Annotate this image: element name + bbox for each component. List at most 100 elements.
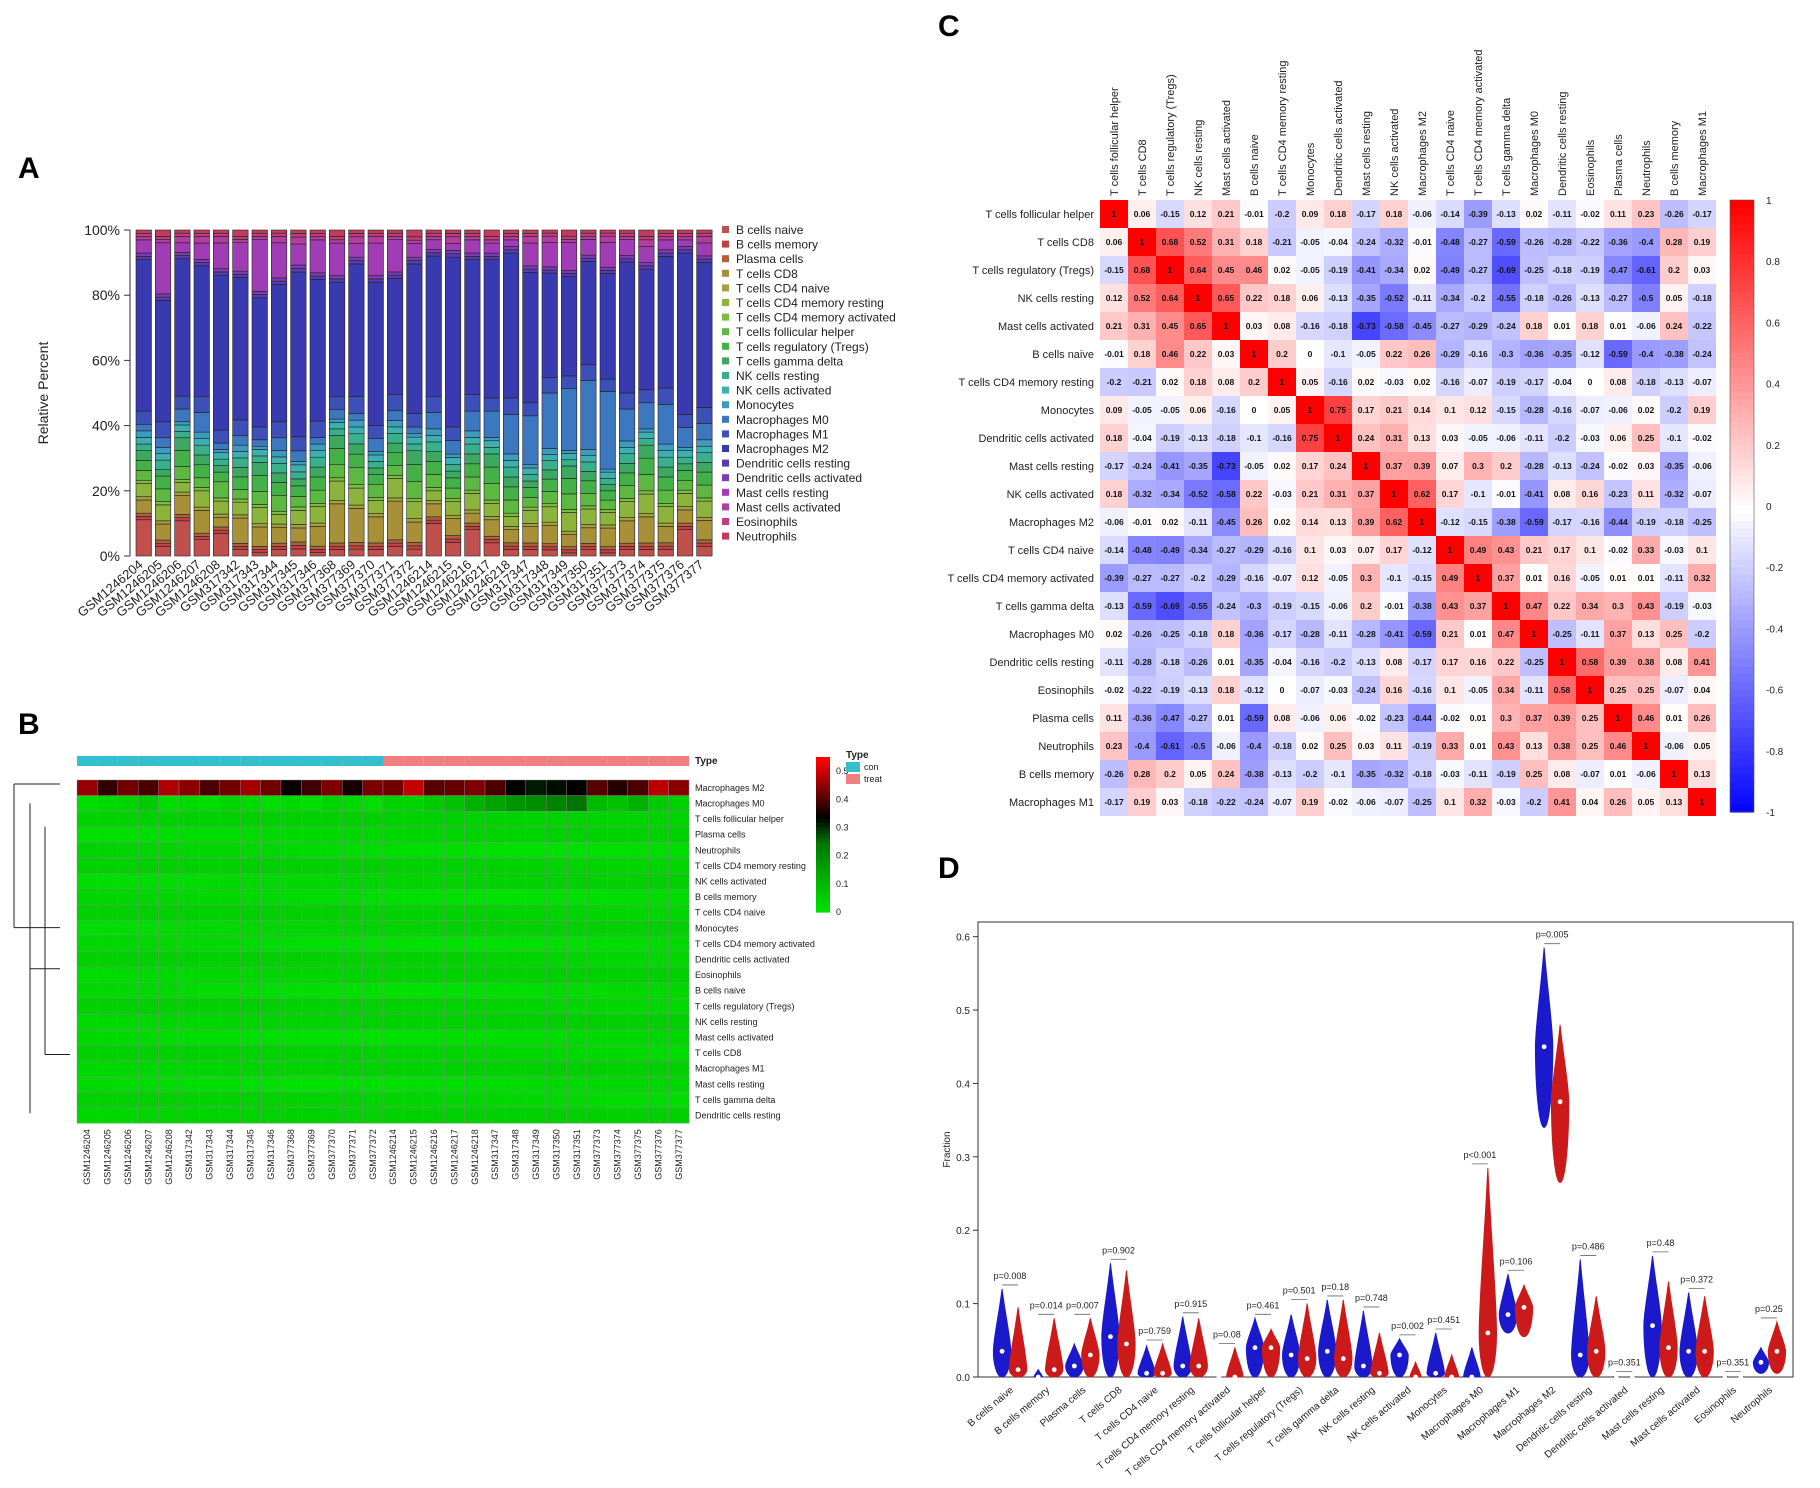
correlation-cell <box>1156 284 1184 312</box>
heatmap-cell <box>342 1076 363 1093</box>
stacked-bar-segment <box>290 545 307 550</box>
stacked-bar-segment <box>135 430 152 438</box>
correlation-value: 0.26 <box>1610 797 1627 807</box>
heatmap-cell <box>199 1091 220 1108</box>
heatmap-cell <box>444 1045 465 1062</box>
colorbar-segment <box>1730 322 1754 331</box>
heatmap-cell <box>158 1013 180 1030</box>
correlation-value: 0.12 <box>1470 405 1487 415</box>
heatmap-cell <box>403 1107 424 1124</box>
heatmap-cell <box>525 1107 547 1124</box>
correlation-cell <box>1436 452 1464 480</box>
correlation-value: 0.06 <box>1302 293 1319 303</box>
heatmap-cell <box>382 904 404 921</box>
correlation-value: 1 <box>1364 461 1369 471</box>
stacked-bar-segment <box>271 482 288 496</box>
stacked-bar-segment <box>193 532 210 537</box>
legend-label: Eosinophils <box>736 515 797 529</box>
correlation-value: -0.14 <box>1104 545 1124 555</box>
correlation-value: 0.34 <box>1498 685 1515 695</box>
violin-con-median <box>1650 1323 1655 1329</box>
correlation-cell <box>1632 760 1660 788</box>
x-tick-label: Mast cells resting <box>1600 1385 1666 1443</box>
heatmap-cell <box>178 1013 200 1030</box>
stacked-bar-segment <box>522 232 539 237</box>
stacked-bar-segment <box>425 441 442 452</box>
correlation-cell <box>1604 200 1632 228</box>
correlation-value: -0.1 <box>1331 349 1346 359</box>
correlation-cell <box>1128 424 1156 452</box>
heatmap-cell <box>342 1091 363 1108</box>
type-annotation-cell <box>648 756 669 766</box>
correlation-cell <box>1296 760 1324 788</box>
annotation-legend-swatch <box>846 762 860 772</box>
correlation-cell <box>1268 536 1296 564</box>
correlation-cell <box>1240 788 1268 816</box>
correlation-value: 0.08 <box>1274 713 1291 723</box>
heatmap-cell <box>199 1060 220 1077</box>
heatmap-cell <box>199 888 220 905</box>
colorbar-segment <box>816 834 830 839</box>
stacked-bar-segment <box>387 274 404 279</box>
heatmap-cell <box>199 873 220 890</box>
p-value-label: p<0.001 <box>1463 1150 1496 1160</box>
heatmap-cell <box>137 888 159 905</box>
correlation-cell <box>1380 592 1408 620</box>
heatmap-cell <box>464 888 486 905</box>
stacked-bar-segment <box>174 421 191 426</box>
legend-swatch <box>722 342 729 350</box>
stacked-bar-segment <box>348 508 365 543</box>
heatmap-cell <box>260 935 282 952</box>
heatmap-cell <box>627 1013 649 1030</box>
correlation-value: 0.2 <box>1360 601 1372 611</box>
correlation-cell <box>1464 732 1492 760</box>
correlation-cell <box>1632 284 1660 312</box>
correlation-value: -0.07 <box>1468 377 1488 387</box>
correlation-cell <box>1520 424 1548 452</box>
stacked-bar-segment <box>271 450 288 458</box>
correlation-value: 0.31 <box>1218 237 1235 247</box>
stacked-bar-segment <box>406 436 423 445</box>
heatmap-cell <box>607 982 629 999</box>
correlation-value: -0.4 <box>1639 237 1654 247</box>
stacked-bar-segment <box>251 549 268 554</box>
heatmap-cell <box>301 826 322 843</box>
correlation-value: -0.52 <box>1188 489 1208 499</box>
heatmap-cell <box>648 1013 669 1030</box>
correlation-value: -0.2 <box>1191 573 1206 583</box>
heatmap-cell <box>137 1091 159 1108</box>
heatmap-cell <box>321 857 343 874</box>
stacked-bar-segment <box>406 518 423 523</box>
colorbar-segment <box>1730 620 1754 629</box>
correlation-value: 0.62 <box>1386 517 1403 527</box>
heatmap-cell <box>648 1076 669 1093</box>
correlation-cell <box>1604 536 1632 564</box>
heatmap-cell <box>382 857 404 874</box>
heatmap-cell <box>444 810 465 827</box>
correlation-cell <box>1268 620 1296 648</box>
stacked-bar-segment <box>387 433 404 444</box>
legend-swatch <box>722 328 729 336</box>
correlation-cell <box>1212 788 1240 816</box>
colorbar-segment <box>1730 307 1754 316</box>
correlation-cell <box>1212 340 1240 368</box>
stacked-bar-segment <box>348 433 365 445</box>
correlation-cell <box>1268 732 1296 760</box>
correlation-value: -0.38 <box>1496 517 1516 527</box>
correlation-value: -0.03 <box>1384 377 1404 387</box>
correlation-cell <box>1548 228 1576 256</box>
correlation-value: -0.25 <box>1524 265 1544 275</box>
heatmap-cell <box>668 1029 690 1046</box>
correlation-value: 0.13 <box>1638 629 1655 639</box>
correlation-value: -0.02 <box>1692 433 1712 443</box>
correlation-value: -0.15 <box>1468 517 1488 527</box>
stacked-bar-segment <box>445 256 462 428</box>
heatmap-cell <box>76 779 98 796</box>
x-tick-label: T cells CD4 naive <box>1094 1385 1161 1444</box>
correlation-value: -0.17 <box>1412 657 1432 667</box>
heatmap-cell <box>464 1029 486 1046</box>
correlation-value: 0.3 <box>1360 573 1372 583</box>
heatmap-cell <box>403 1013 424 1030</box>
stacked-bar-segment <box>193 444 210 456</box>
correlation-value: -0.07 <box>1664 685 1684 695</box>
